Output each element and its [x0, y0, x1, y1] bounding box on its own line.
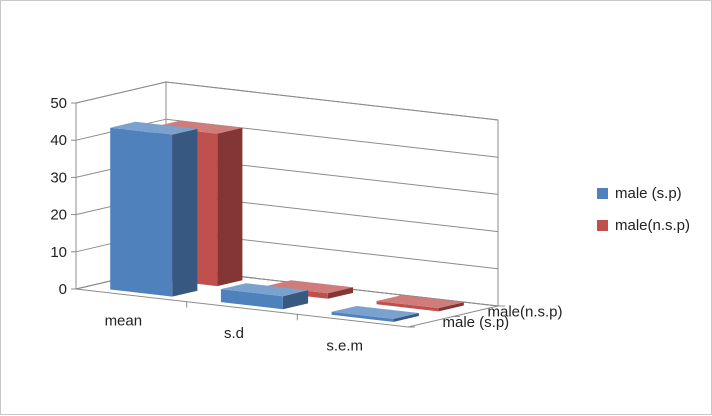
gridline [75, 118, 499, 158]
depth-axis-label: male (s.p) [443, 314, 510, 331]
bar-side [282, 290, 309, 310]
gridline [75, 81, 499, 121]
bar-front [331, 311, 394, 322]
legend-swatch [597, 188, 608, 199]
bars [110, 120, 464, 322]
bar [220, 283, 309, 310]
bar [110, 121, 198, 297]
y-tick-label: 10 [50, 244, 67, 261]
y-tick-label: 0 [59, 281, 67, 298]
bar-front [220, 289, 283, 310]
legend-label: male (s.p) [615, 185, 682, 202]
bar-front [110, 127, 173, 297]
bar-top [220, 283, 309, 297]
x-tick-label: mean [105, 312, 143, 329]
bar-side [393, 313, 419, 322]
y-tick-label: 20 [50, 207, 67, 224]
y-tick-label: 40 [50, 132, 67, 149]
legend-swatch [597, 220, 608, 231]
tick-labels: 0 10 20 30 40 50 mean s.d s.e.m male (s.p)male(n.… [50, 95, 562, 355]
bar-front [376, 301, 439, 312]
bar-top [110, 121, 198, 135]
legend-label: male(n.s.p) [615, 217, 690, 234]
bar-top [155, 120, 243, 134]
bar-side [172, 128, 198, 297]
bar-top [331, 306, 419, 319]
x-tick-label: s.e.m [326, 338, 363, 355]
bar [331, 306, 419, 322]
bar-side [327, 287, 354, 299]
bar-side [217, 127, 243, 287]
y-tick-label: 50 [50, 95, 67, 112]
bar-top [265, 280, 354, 294]
legend: male (s.p) male(n.s.p) [597, 185, 690, 234]
y-tick-label: 30 [50, 169, 67, 186]
bar-side [438, 302, 464, 312]
bar [376, 295, 464, 312]
bar-top [376, 295, 464, 309]
depth-axis-label: male(n.s.p) [488, 303, 563, 320]
x-tick-label: s.d [224, 325, 244, 342]
